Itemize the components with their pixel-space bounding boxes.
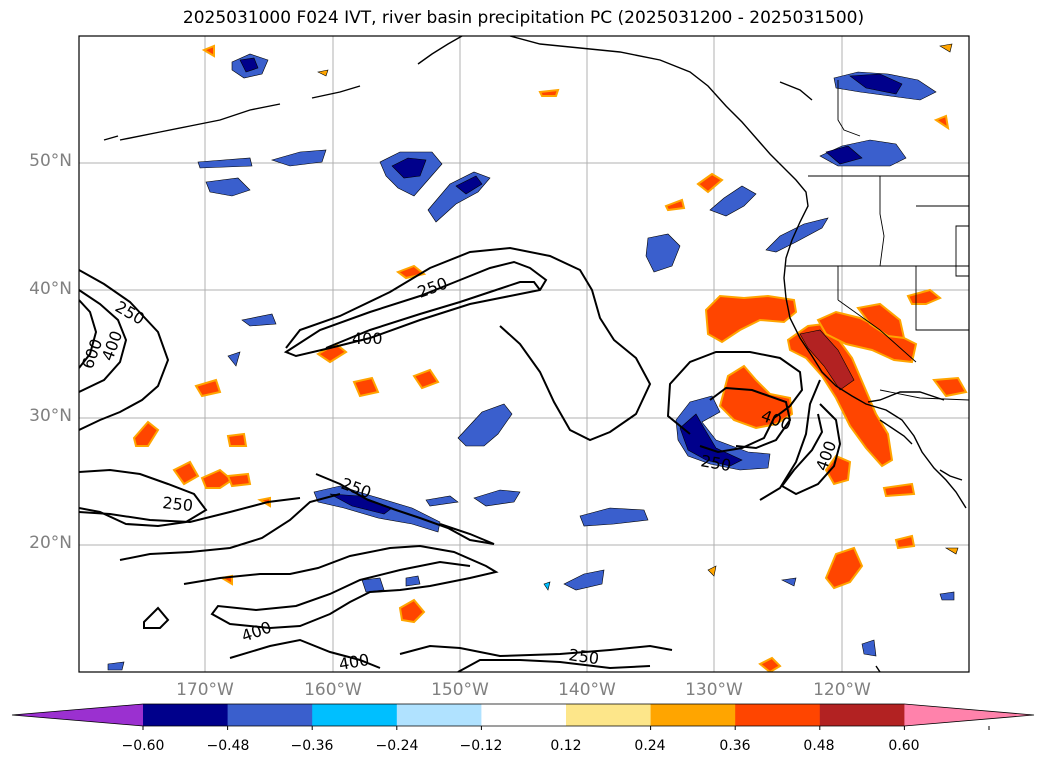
colorbar-tick: −0.36 — [290, 738, 334, 754]
contour-label: 400 — [352, 329, 383, 348]
colorbar-segment — [566, 704, 652, 726]
map-title: 2025031000 F024 IVT, river basin precipi… — [182, 8, 865, 28]
positive-pc-patches — [132, 43, 968, 672]
colorbar-segment — [481, 704, 567, 726]
colorbar-tick: 0.60 — [888, 738, 920, 754]
contour-label: 250 — [415, 273, 450, 301]
lon-label-130w: 130°W — [685, 680, 743, 700]
colorbar-tick: −0.24 — [375, 738, 419, 754]
lat-label-40: 40°N — [29, 279, 72, 299]
colorbar-tick: −0.60 — [121, 738, 165, 754]
negative-pc-patches — [107, 53, 955, 671]
contour-label: 600 — [78, 336, 106, 371]
colorbar-segment — [227, 704, 313, 726]
colorbar-segment — [650, 704, 736, 726]
lon-label-140w: 140°W — [558, 680, 616, 700]
colorbar-tick: 0.36 — [719, 738, 751, 754]
lon-label-150w: 150°W — [431, 680, 489, 700]
contour-label: 250 — [699, 451, 732, 475]
contour-label: 250 — [567, 645, 600, 668]
colorbar-tick: 0.48 — [803, 738, 835, 754]
colorbar-segment — [819, 704, 905, 726]
contour-label: 400 — [337, 650, 370, 674]
colorbar-segment — [396, 704, 482, 726]
contour-label: 400 — [239, 617, 274, 645]
coastlines — [103, 36, 967, 672]
colorbar-extend-high — [904, 704, 1034, 726]
colorbar-tick: 0.12 — [550, 738, 582, 754]
colorbar-segment — [735, 704, 821, 726]
colorbar-tick: 0.24 — [634, 738, 666, 754]
colorbar-extend-low — [12, 704, 143, 726]
colorbar-segment — [312, 704, 398, 726]
colorbar-tick: −0.12 — [459, 738, 503, 754]
colorbar-tick: −0.48 — [206, 738, 250, 754]
ivt-contours — [79, 246, 842, 672]
contour-label: 250 — [112, 297, 148, 329]
borders — [786, 80, 969, 401]
colorbar-segment — [143, 704, 229, 726]
lon-label-160w: 160°W — [304, 680, 362, 700]
lat-label-20: 20°N — [29, 533, 72, 553]
map-frame — [78, 35, 970, 673]
lon-label-170w: 170°W — [176, 680, 234, 700]
lat-label-30: 30°N — [29, 406, 72, 426]
lat-label-50: 50°N — [29, 151, 72, 171]
lon-label-120w: 120°W — [813, 680, 871, 700]
colorbar — [11, 703, 1035, 730]
contour-label: 250 — [162, 493, 194, 515]
